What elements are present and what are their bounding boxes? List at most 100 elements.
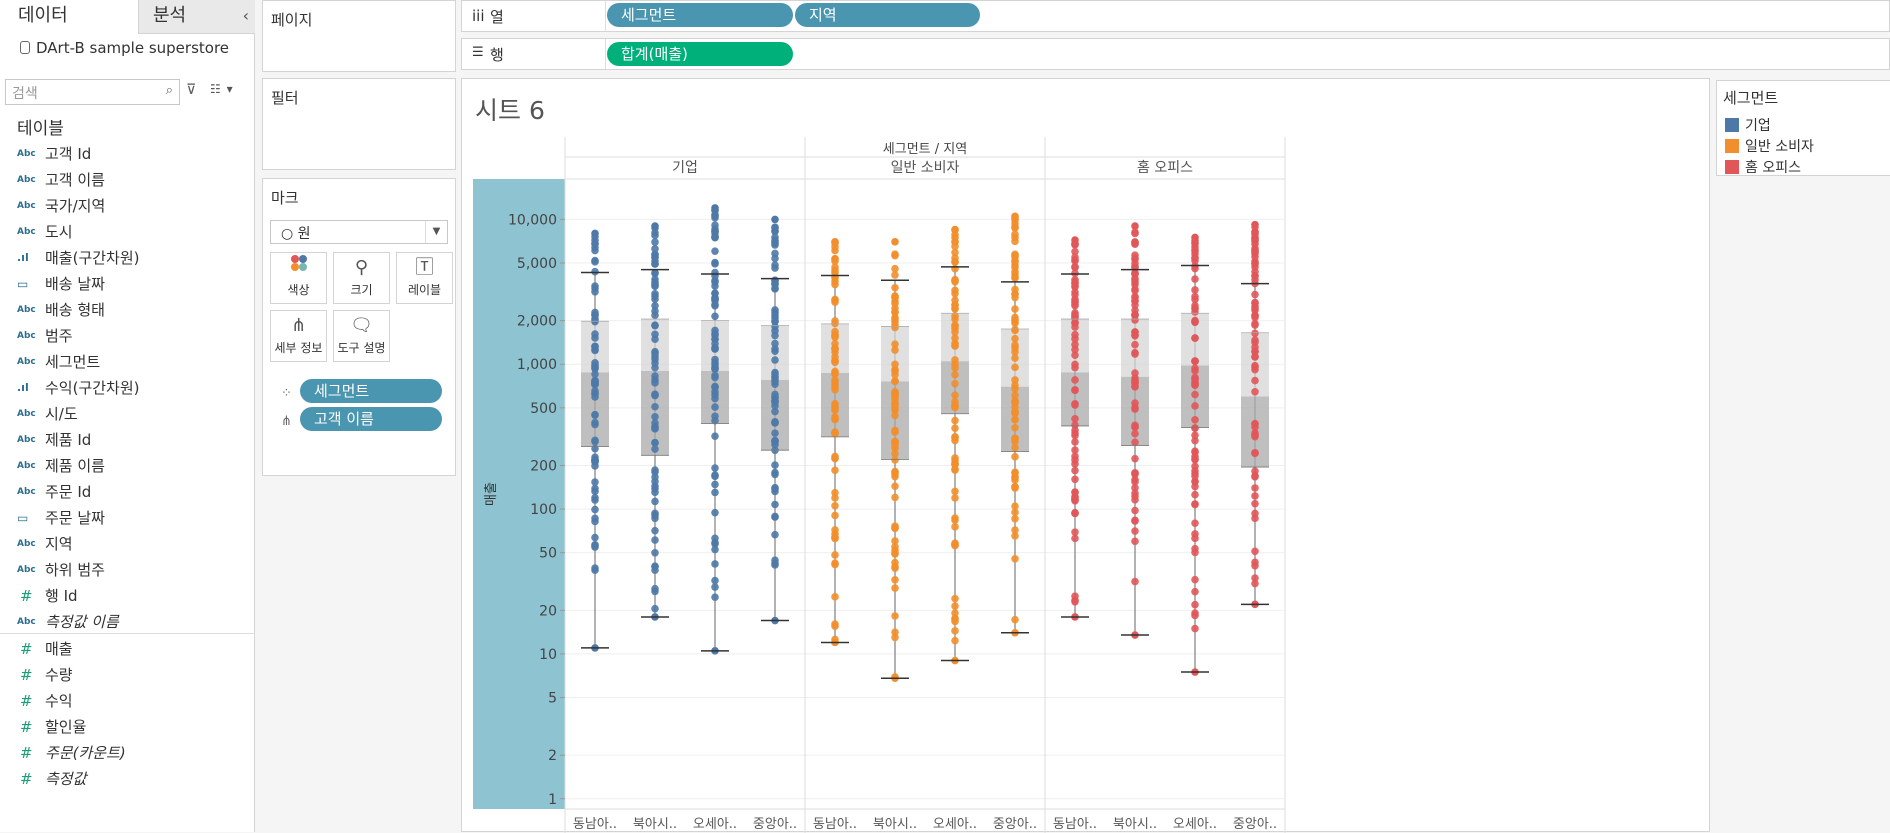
- data-point[interactable]: [1131, 454, 1139, 463]
- data-point[interactable]: [951, 403, 959, 412]
- data-point[interactable]: [1071, 288, 1079, 296]
- data-point[interactable]: [1251, 561, 1259, 570]
- data-point[interactable]: [591, 487, 599, 496]
- data-point[interactable]: [771, 470, 779, 479]
- data-point[interactable]: [711, 289, 719, 298]
- data-point[interactable]: [711, 508, 719, 517]
- data-point[interactable]: [951, 370, 959, 379]
- data-point[interactable]: [1071, 275, 1079, 284]
- data-point[interactable]: [1251, 347, 1259, 356]
- data-point[interactable]: [1071, 446, 1079, 454]
- data-point[interactable]: [831, 296, 839, 304]
- data-point[interactable]: [831, 501, 839, 510]
- data-point[interactable]: [1251, 253, 1259, 261]
- view-options-icon[interactable]: ☷ ▾: [210, 82, 234, 96]
- data-point[interactable]: [1071, 363, 1079, 372]
- data-point[interactable]: [1131, 382, 1139, 391]
- data-point[interactable]: [831, 488, 839, 497]
- data-point[interactable]: [951, 328, 959, 336]
- detail-pill-customer[interactable]: 고객 이름: [300, 407, 442, 431]
- data-point[interactable]: [1011, 391, 1019, 400]
- data-point[interactable]: [1191, 264, 1199, 273]
- data-point[interactable]: [951, 254, 959, 262]
- data-point[interactable]: [951, 602, 959, 610]
- data-point[interactable]: [891, 628, 899, 636]
- data-point[interactable]: [771, 345, 779, 353]
- data-point[interactable]: [951, 342, 959, 350]
- data-point[interactable]: [651, 482, 659, 490]
- data-point[interactable]: [1251, 484, 1259, 492]
- data-point[interactable]: [1191, 575, 1199, 584]
- data-point[interactable]: [1131, 516, 1139, 525]
- data-point[interactable]: [891, 426, 899, 435]
- data-point[interactable]: [1251, 298, 1259, 307]
- data-point[interactable]: [1191, 462, 1199, 471]
- data-point[interactable]: [1131, 484, 1139, 492]
- data-point[interactable]: [891, 360, 899, 369]
- data-point[interactable]: [891, 549, 899, 557]
- data-point[interactable]: [771, 224, 779, 232]
- data-point[interactable]: [651, 321, 659, 329]
- data-point[interactable]: [831, 414, 839, 423]
- data-point[interactable]: [1011, 468, 1019, 476]
- data-point[interactable]: [951, 334, 959, 342]
- data-point[interactable]: [891, 562, 899, 571]
- column-pill-region[interactable]: 지역: [795, 3, 980, 27]
- data-point[interactable]: [711, 383, 719, 392]
- data-point[interactable]: [1131, 506, 1139, 515]
- field-item[interactable]: # 수익: [0, 688, 255, 714]
- data-point[interactable]: [711, 391, 719, 399]
- data-point-max[interactable]: [1011, 212, 1019, 221]
- field-item[interactable]: # 측정값: [0, 766, 255, 792]
- data-point[interactable]: [651, 292, 659, 301]
- data-point[interactable]: [1251, 579, 1259, 588]
- data-point[interactable]: [1191, 544, 1199, 553]
- data-point[interactable]: [651, 372, 659, 380]
- data-point[interactable]: [891, 308, 899, 317]
- data-point[interactable]: [951, 487, 959, 496]
- data-point[interactable]: [1011, 334, 1019, 343]
- data-point[interactable]: [771, 559, 779, 568]
- data-point[interactable]: [591, 456, 599, 465]
- data-point[interactable]: [711, 488, 719, 497]
- data-point[interactable]: [831, 494, 839, 502]
- data-point[interactable]: [651, 497, 659, 506]
- data-point[interactable]: [1131, 310, 1139, 319]
- data-point[interactable]: [891, 449, 899, 458]
- data-point[interactable]: [771, 264, 779, 272]
- data-point[interactable]: [771, 284, 779, 293]
- field-item[interactable]: .ıl 수익(구간차원): [0, 375, 255, 401]
- data-point[interactable]: [591, 287, 599, 296]
- data-point[interactable]: [1191, 519, 1199, 527]
- data-point[interactable]: [1191, 304, 1199, 313]
- data-point[interactable]: [651, 231, 659, 240]
- data-point[interactable]: [891, 468, 899, 476]
- field-item[interactable]: .ıl 매출(구간차원): [0, 245, 255, 271]
- data-point[interactable]: [651, 277, 659, 286]
- column-pill-segment[interactable]: 세그먼트: [607, 3, 793, 27]
- field-item[interactable]: Abc 고객 Id: [0, 141, 255, 167]
- field-item[interactable]: Abc 고객 이름: [0, 167, 255, 193]
- data-point[interactable]: [1191, 534, 1199, 543]
- data-point[interactable]: [591, 496, 599, 504]
- data-point[interactable]: [711, 214, 719, 222]
- data-point[interactable]: [711, 593, 719, 601]
- data-point[interactable]: [1011, 223, 1019, 231]
- data-point[interactable]: [711, 295, 719, 303]
- data-point[interactable]: [1071, 466, 1079, 475]
- data-point[interactable]: [1191, 367, 1199, 375]
- field-item[interactable]: ▭ 주문 날짜: [0, 505, 255, 531]
- data-point[interactable]: [1131, 423, 1139, 431]
- row-pill-sum-sales[interactable]: 합계(매출): [607, 42, 793, 66]
- data-point[interactable]: [1011, 313, 1019, 322]
- data-point[interactable]: [951, 466, 959, 474]
- data-point[interactable]: [951, 248, 959, 257]
- data-point[interactable]: [1191, 316, 1199, 325]
- data-point[interactable]: [1191, 256, 1199, 265]
- data-point[interactable]: [771, 429, 779, 437]
- data-point[interactable]: [1071, 421, 1079, 429]
- data-point[interactable]: [591, 246, 599, 255]
- data-point-max[interactable]: [1191, 233, 1199, 242]
- data-point[interactable]: [831, 454, 839, 463]
- data-point[interactable]: [1011, 250, 1019, 259]
